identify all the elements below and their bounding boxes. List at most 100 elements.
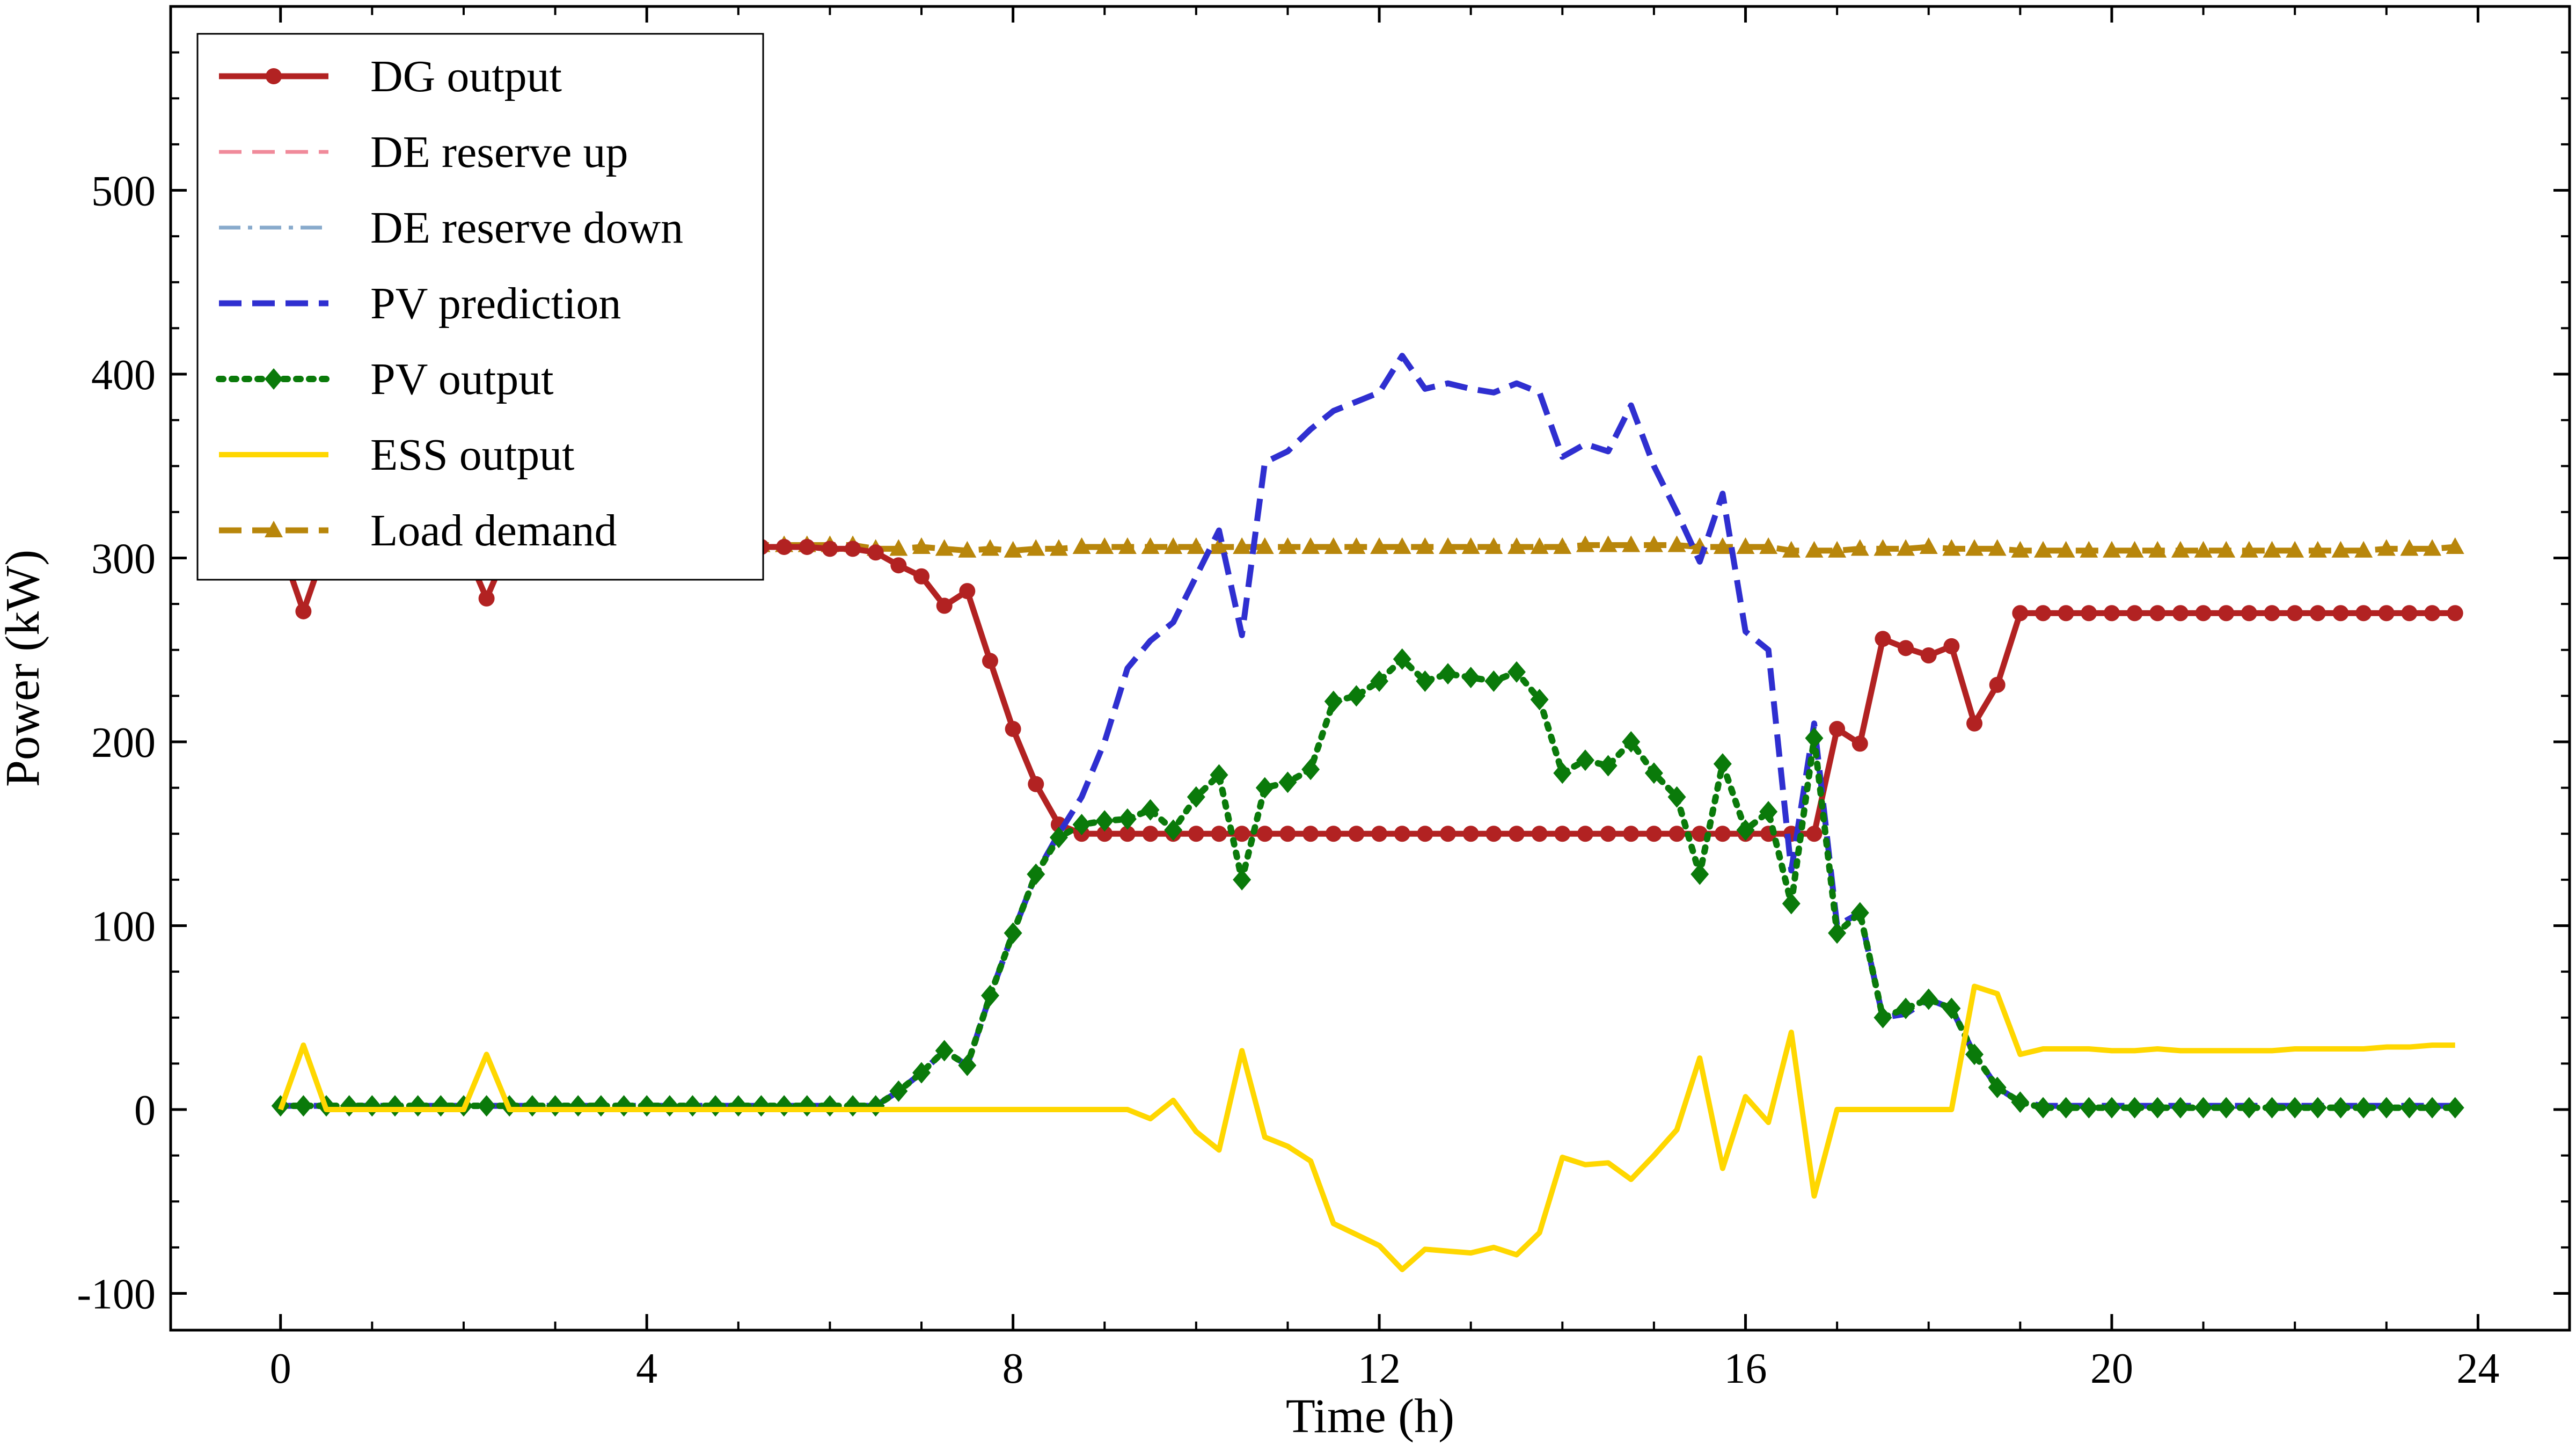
pv-output-point <box>1095 810 1114 832</box>
dg-output-point <box>2172 605 2189 622</box>
pv-output-point <box>1759 801 1778 823</box>
pv-output-point <box>1897 997 1915 1019</box>
dg-output-point <box>845 541 861 557</box>
pv-output-point <box>1416 670 1435 692</box>
y-axis-label: Power (kW) <box>0 550 49 787</box>
dg-output-point <box>867 544 884 561</box>
load-demand-point <box>1667 535 1686 552</box>
dg-output-point <box>1211 826 1227 842</box>
load-demand-point <box>1576 535 1594 552</box>
load-demand-point <box>2263 541 2281 558</box>
load-demand-point <box>1850 539 1869 556</box>
dg-output-point <box>959 583 976 600</box>
pv-output-point <box>1874 1006 1892 1028</box>
dg-output-point <box>1394 826 1410 842</box>
load-demand-point <box>889 539 908 556</box>
load-demand-point <box>1141 537 1160 554</box>
dg-output-point <box>2218 605 2235 622</box>
dg-output-point <box>1302 826 1319 842</box>
load-demand-point <box>1484 537 1503 554</box>
dg-output-point <box>2447 605 2463 622</box>
dg-output-point <box>1325 826 1342 842</box>
legend-box <box>196 33 764 581</box>
dg-output-point <box>1989 676 2006 693</box>
dg-output-point <box>890 557 907 574</box>
load-demand-point <box>958 541 977 558</box>
pv-output-point <box>1027 863 1045 885</box>
dg-output-point <box>2309 605 2326 622</box>
pv-output-point <box>980 984 999 1006</box>
dg-output-point <box>1462 826 1479 842</box>
pv-output-point <box>1530 689 1549 711</box>
load-demand-point <box>1713 537 1732 554</box>
dg-output-point <box>1668 826 1685 842</box>
load-demand-point <box>1233 537 1252 554</box>
load-demand-point <box>1965 539 1984 556</box>
load-demand-point <box>912 537 931 554</box>
dg-output-point <box>2149 605 2166 622</box>
dg-output-point <box>1966 715 1983 732</box>
legend-label-de-reserve-down: DE reserve down <box>370 203 683 253</box>
dg-output-point <box>1096 826 1113 842</box>
pv-output-point <box>2423 1097 2442 1119</box>
pv-output-point <box>1255 777 1274 799</box>
pv-output-point <box>1187 786 1205 808</box>
load-demand-point <box>1919 537 1938 554</box>
pv-output-point <box>1576 749 1594 771</box>
load-demand-point <box>1553 537 1572 554</box>
dg-output-point <box>295 603 312 619</box>
x-tick-label: 24 <box>2456 1345 2499 1392</box>
load-demand-point <box>1874 539 1892 556</box>
axes-group: 0 4 8 12 16 20 24 -100 0 100 200 300 400 500 <box>77 6 2570 1392</box>
load-demand-point <box>1759 537 1778 554</box>
pv-output-point <box>2263 1097 2281 1119</box>
x-tick-label: 16 <box>1724 1345 1767 1392</box>
pv-output-point <box>1370 670 1389 692</box>
pv-output-point <box>1324 690 1343 712</box>
pv-output-point <box>1393 648 1411 670</box>
pv-output-point <box>2011 1091 2030 1113</box>
pv-output-point <box>1233 869 1252 891</box>
x-tick-label: 0 <box>270 1345 291 1392</box>
pv-output-point <box>1713 753 1732 775</box>
dg-output-point <box>2401 605 2418 622</box>
dg-output-point <box>2195 605 2212 622</box>
pv-output-point <box>2217 1097 2236 1119</box>
dg-output-point <box>1806 826 1823 842</box>
load-demand-point <box>2125 541 2144 558</box>
legend-label-de-reserve-up: DE reserve up <box>370 127 628 177</box>
dg-output-point <box>2355 605 2372 622</box>
pv-output-point <box>1164 819 1183 841</box>
pv-output-point <box>935 1040 954 1062</box>
dg-output-point <box>1371 826 1388 842</box>
dg-output-point <box>2264 605 2280 622</box>
load-demand-point <box>980 539 999 556</box>
x-tick-label: 12 <box>1358 1345 1401 1392</box>
y-tick-label: -100 <box>77 1271 156 1318</box>
load-demand-point <box>2423 539 2442 556</box>
pv-output-point <box>2102 1097 2121 1119</box>
load-demand-point <box>1393 537 1411 554</box>
dg-output-point <box>1829 721 1846 738</box>
dg-output-point <box>1851 735 1868 752</box>
load-demand-point <box>1049 539 1068 556</box>
load-demand-point <box>1897 539 1915 556</box>
load-demand-point <box>1370 537 1389 554</box>
dg-output-point <box>913 568 930 585</box>
pv-output-point <box>1919 988 1938 1010</box>
pv-output-point <box>2194 1097 2213 1119</box>
load-demand-point <box>1027 539 1045 556</box>
load-demand-point <box>1164 537 1183 554</box>
dg-output-point <box>1417 826 1433 842</box>
pv-output-point <box>2331 1097 2350 1119</box>
load-demand-point <box>1118 537 1137 554</box>
pv-output-point <box>1988 1076 2007 1098</box>
pv-output-point <box>2446 1097 2464 1119</box>
pv-output-point <box>294 1095 313 1117</box>
pv-output-point <box>1622 731 1641 753</box>
pv-output-point <box>1210 764 1228 786</box>
dg-output-point <box>1714 826 1731 842</box>
load-demand-point <box>1324 537 1343 554</box>
dg-output-point <box>2287 605 2303 622</box>
pv-output-point <box>1049 827 1068 849</box>
